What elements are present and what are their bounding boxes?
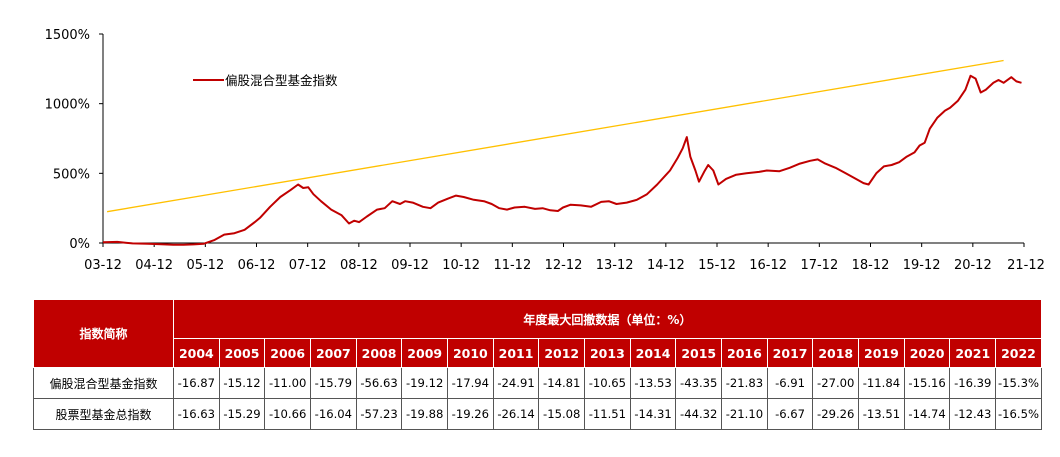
table-row: 偏股混合型基金指数 -16.87 -15.12 -11.00 -15.79 -56.63-… xyxy=(33,367,1042,399)
drawdown-cell: -15.79 xyxy=(310,367,357,399)
x-tick-label: 11-12 xyxy=(493,258,531,273)
drawdown-cell: -17.94 xyxy=(447,367,494,399)
legend: 偏股混合型基金指数 xyxy=(193,73,338,88)
year-header: 2005 xyxy=(218,338,266,368)
drawdown-cell: -29.26 xyxy=(812,398,860,430)
drawdown-cell: -16.39 xyxy=(949,367,997,399)
x-tick-label: 06-12 xyxy=(238,258,276,273)
drawdown-cell: -14.74 xyxy=(903,398,951,430)
y-tick-label: 1500% xyxy=(45,28,90,43)
x-tick-label: 19-12 xyxy=(903,258,941,273)
y-tick-label: 500% xyxy=(53,167,90,182)
row-name-cell: 股票型基金总指数 xyxy=(33,398,174,430)
x-tick-label: 12-12 xyxy=(545,258,583,273)
x-tick-label: 15-12 xyxy=(698,258,736,273)
year-header: 2007 xyxy=(310,338,357,368)
y-tick-label: 0% xyxy=(69,237,90,252)
year-header: 2017 xyxy=(766,338,814,368)
drawdown-cell: -16.5% xyxy=(995,398,1042,430)
drawdown-cell: -13.53 xyxy=(629,367,677,399)
x-tick-label: 16-12 xyxy=(749,258,787,273)
series-group xyxy=(102,59,1022,246)
drawdown-cell: -10.66 xyxy=(264,398,312,430)
drawdown-cell: -15.08 xyxy=(538,398,586,430)
drawdown-cell: -16.63 xyxy=(173,398,220,430)
legend-label: 偏股混合型基金指数 xyxy=(225,73,338,88)
table-body: 偏股混合型基金指数 -16.87 -15.12 -11.00 -15.79 -56.63-… xyxy=(33,367,1042,430)
y-tick-label: 1000% xyxy=(45,98,90,113)
x-tick-label: 18-12 xyxy=(852,258,890,273)
x-tick-label: 10-12 xyxy=(442,258,480,273)
drawdown-group-header: 年度最大回撤数据（单位：%） xyxy=(173,299,1042,339)
drawdown-cell: -14.31 xyxy=(629,398,677,430)
year-header: 2009 xyxy=(401,338,449,368)
drawdown-cell: -57.23 xyxy=(355,398,403,430)
drawdown-cell: -11.51 xyxy=(584,398,631,430)
x-tick-label: 04-12 xyxy=(135,258,173,273)
drawdown-cell: -11.84 xyxy=(858,367,905,399)
drawdown-table: 指数简称 年度最大回撤数据（单位：%） 2004 2005 2006 2007 2008… xyxy=(33,299,1042,430)
drawdown-cell: -12.43 xyxy=(949,398,997,430)
x-tick-label: 05-12 xyxy=(186,258,224,273)
drawdown-cell: -16.04 xyxy=(310,398,357,430)
drawdown-cell: -16.87 xyxy=(173,367,220,399)
drawdown-cell: -21.83 xyxy=(721,367,768,399)
drawdown-cell: -15.12 xyxy=(218,367,266,399)
x-tick-label: 03-12 xyxy=(84,258,122,273)
x-axis-ticks: 03-12 04-12 05-12 06-12 07-12 08-12 09-12 10-12… xyxy=(84,243,1045,273)
year-header: 2004 xyxy=(173,338,220,368)
drawdown-cell: -6.67 xyxy=(766,398,814,430)
trend-line xyxy=(106,59,1004,213)
year-header: 2012 xyxy=(538,338,586,368)
drawdown-cell: -21.10 xyxy=(721,398,768,430)
year-header: 2008 xyxy=(355,338,403,368)
year-header: 2011 xyxy=(492,338,540,368)
drawdown-cell: -44.32 xyxy=(675,398,723,430)
x-tick-label: 17-12 xyxy=(800,258,838,273)
drawdown-cell: -15.16 xyxy=(903,367,951,399)
drawdown-cell: -19.88 xyxy=(401,398,449,430)
drawdown-cell: -10.65 xyxy=(584,367,631,399)
fund-index-line xyxy=(102,74,1022,246)
drawdown-cell: -27.00 xyxy=(812,367,860,399)
line-chart: 0% 500% 1000% 1500% 03-12 04-12 05-12 06-12 07-… xyxy=(45,28,1045,273)
drawdown-cell: -14.81 xyxy=(538,367,586,399)
year-header: 2022 xyxy=(995,338,1042,368)
drawdown-cell: -15.3% xyxy=(995,367,1042,399)
x-tick-label: 09-12 xyxy=(391,258,429,273)
year-header: 2018 xyxy=(812,338,860,368)
drawdown-cell: -19.26 xyxy=(447,398,494,430)
x-tick-label: 20-12 xyxy=(954,258,992,273)
x-tick-label: 13-12 xyxy=(596,258,634,273)
year-header: 2020 xyxy=(903,338,951,368)
drawdown-cell: -11.00 xyxy=(264,367,312,399)
drawdown-cell: -15.29 xyxy=(218,398,266,430)
year-header: 2019 xyxy=(858,338,905,368)
x-tick-label: 07-12 xyxy=(289,258,327,273)
year-header: 2010 xyxy=(447,338,494,368)
y-axis-ticks: 0% 500% 1000% 1500% xyxy=(45,28,103,252)
x-tick-label: 14-12 xyxy=(647,258,685,273)
year-header: 2015 xyxy=(675,338,723,368)
drawdown-cell: -26.14 xyxy=(492,398,540,430)
x-tick-label: 08-12 xyxy=(340,258,378,273)
year-header-row: 2004 2005 2006 2007 2008 2009 2010 2011 2012 2013… xyxy=(34,338,1042,368)
drawdown-cell: -24.91 xyxy=(492,367,540,399)
year-header: 2014 xyxy=(629,338,677,368)
table-row: 股票型基金总指数 -16.63 -15.29 -10.66 -16.04 -57.23 -1… xyxy=(33,398,1042,430)
x-tick-label: 21-12 xyxy=(1007,258,1045,273)
drawdown-cell: -43.35 xyxy=(675,367,723,399)
index-name-header: 指数简称 xyxy=(33,299,174,368)
drawdown-cell: -13.51 xyxy=(858,398,905,430)
drawdown-cell: -19.12 xyxy=(401,367,449,399)
drawdown-table-container: 指数简称 年度最大回撤数据（单位：%） 2004 2005 2006 2007 2008… xyxy=(33,299,1042,430)
year-header: 2016 xyxy=(721,338,768,368)
year-header: 2013 xyxy=(584,338,631,368)
drawdown-cell: -56.63 xyxy=(355,367,403,399)
row-name-cell: 偏股混合型基金指数 xyxy=(33,367,174,399)
drawdown-cell: -6.91 xyxy=(766,367,814,399)
year-header: 2006 xyxy=(264,338,312,368)
year-header: 2021 xyxy=(949,338,997,368)
